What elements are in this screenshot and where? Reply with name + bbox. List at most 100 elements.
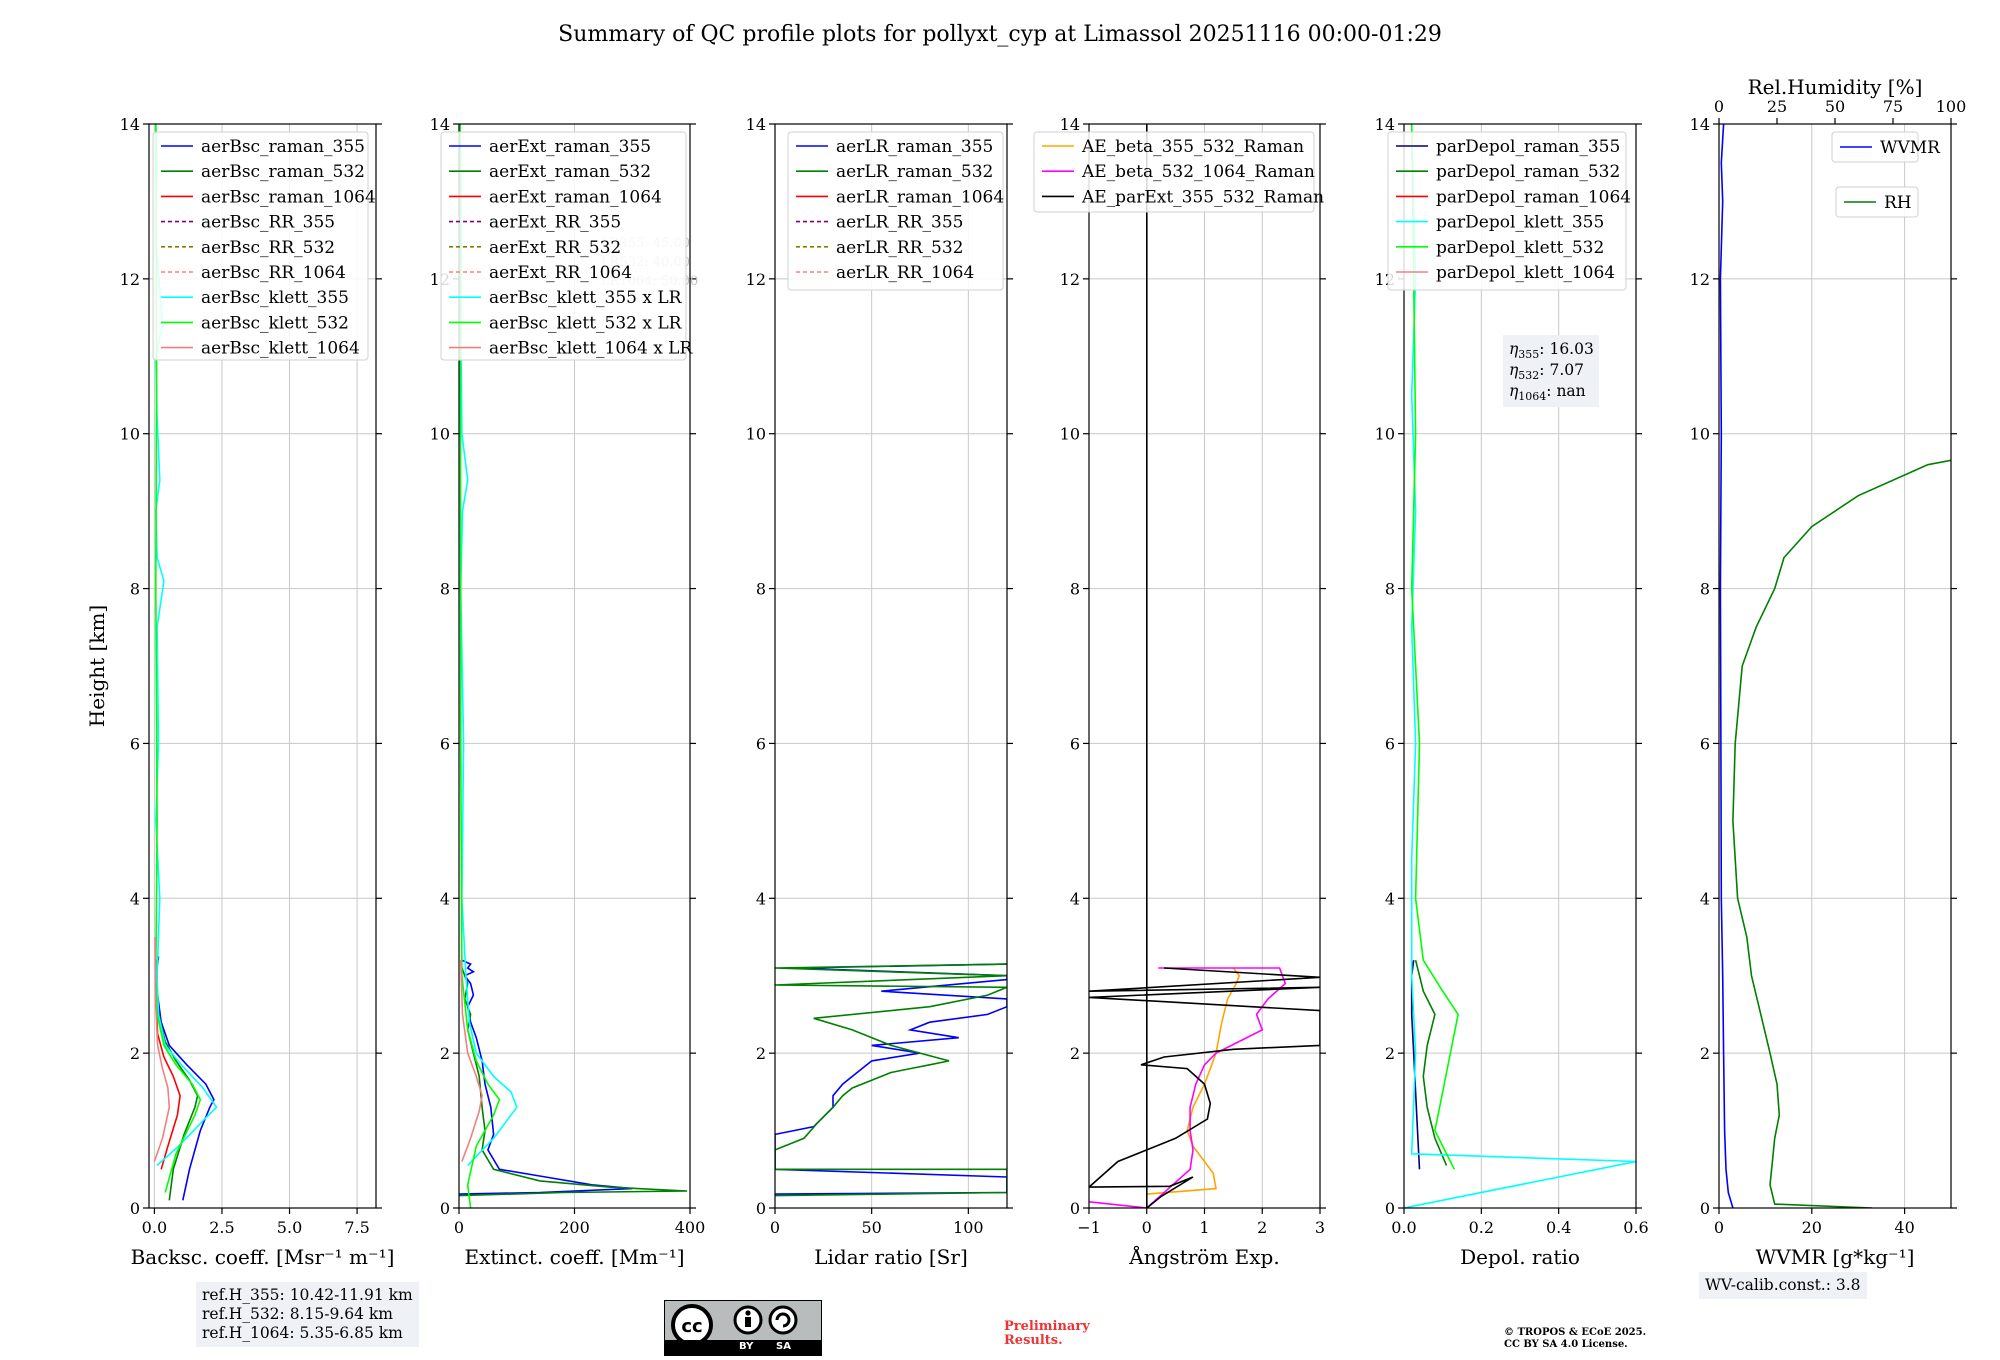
axes-frame	[1718, 123, 1952, 1209]
x-axis-label: Ångström Exp.	[1128, 1244, 1279, 1269]
legend-label: RH	[1884, 193, 1912, 213]
y-tick-label: 2	[756, 1044, 766, 1063]
y-tick-label: 14	[746, 115, 766, 134]
y-tick-label: 2	[1070, 1044, 1080, 1063]
y-tick-label: 14	[1375, 115, 1395, 134]
y-tick-label: 4	[1385, 889, 1395, 908]
y-tick-label: 4	[1700, 889, 1710, 908]
y-tick-label: 10	[1690, 425, 1710, 444]
legend-box	[1835, 186, 1919, 218]
y-tick-label: 4	[1070, 889, 1080, 908]
series-line-AE_beta_532_1064_Raman	[1089, 967, 1287, 1208]
y-tick-label: 0	[440, 1199, 450, 1218]
series-group	[1089, 124, 1320, 1208]
y-axis-label: Height [km]	[85, 605, 109, 727]
series-group	[775, 963, 1007, 1197]
legend-label: aerBsc_klett_1064	[201, 339, 360, 359]
legend-label: aerBsc_raman_532	[201, 162, 365, 182]
cc-badge-bar: BY SA	[665, 1340, 821, 1355]
series-group	[1404, 124, 1636, 1208]
x-tick-label: 200	[559, 1218, 590, 1237]
y-tick-label: 2	[1385, 1044, 1395, 1063]
legend-box	[440, 131, 687, 361]
x-tick-label: 7.5	[344, 1218, 369, 1237]
x-axis-label: WVMR [g*kg⁻¹]	[1756, 1245, 1915, 1269]
y-tick-label: 6	[756, 734, 766, 753]
y-tick-label: 4	[440, 889, 450, 908]
series-line-parDepol_klett_355	[1404, 124, 1636, 1208]
legend-label: aerLR_RR_532	[836, 238, 963, 258]
y-tick-label: 14	[120, 115, 140, 134]
y-tick-label: 6	[1385, 734, 1395, 753]
eta-box-bg	[1503, 335, 1599, 407]
y-tick-label: 12	[1690, 270, 1710, 289]
preliminary-line1: Preliminary	[1004, 1319, 1090, 1334]
figure-title: Summary of QC profile plots for pollyxt_…	[558, 22, 1442, 47]
panel-3: 0 2 4 6 8 10 12 14 0 50 100 Lidar ratio [Sr] aerLR_r…	[746, 115, 1013, 1269]
series-line-aerBsc_klett_1064 x LR	[459, 960, 483, 1162]
y-tick-label: 14	[1060, 115, 1080, 134]
series-line-aerExt_raman_532	[459, 967, 688, 1197]
top-axis-label: Rel.Humidity [%]	[1748, 75, 1923, 99]
series-line-aerBsc_klett_1064	[153, 936, 171, 1162]
legend-label: aerBsc_RR_355	[201, 213, 335, 233]
x-tick-label: 0	[1714, 1218, 1724, 1237]
legend: parDepol_raman_355 parDepol_raman_532 parD…	[1387, 131, 1631, 291]
legend-label: aerExt_RR_1064	[489, 263, 632, 283]
x-axis-label: Lidar ratio [Sr]	[814, 1245, 968, 1269]
y-tick-label: 10	[1375, 425, 1395, 444]
eta-line: η355: 16.03	[1509, 340, 1594, 361]
y-tick-label: 12	[120, 270, 140, 289]
legend-label: aerLR_raman_1064	[836, 187, 1004, 207]
x-tick-label: 100	[953, 1218, 984, 1237]
y-tick-label: 8	[1070, 580, 1080, 599]
wv-calib-box: WV-calib.const.: 3.8	[1699, 1272, 1867, 1299]
y-tick-label: 12	[746, 270, 766, 289]
x-tick-label: 0.0	[1391, 1218, 1416, 1237]
y-tick-label: 0	[1700, 1199, 1710, 1218]
axes-frame	[148, 123, 377, 1209]
x-tick-label: 0.2	[1469, 1218, 1494, 1237]
legend-label: aerLR_RR_355	[836, 213, 963, 233]
x-tick-label: −1	[1077, 1218, 1101, 1237]
cc-logo-icon: cc	[671, 1304, 798, 1341]
x-tick-label: 0	[1142, 1218, 1152, 1237]
x-tick-label: 5.0	[277, 1218, 302, 1237]
legend-label: aerLR_raman_532	[836, 162, 993, 182]
legend-box	[1033, 131, 1315, 213]
y-tick-label: 10	[430, 425, 450, 444]
series-line-aerLR_raman_532	[775, 963, 1007, 1197]
legend-label: aerExt_raman_355	[489, 137, 651, 157]
copyright-line1: © TROPOS & ECoE 2025.	[1504, 1327, 1647, 1338]
cc-sa-label: SA	[776, 1341, 791, 1352]
y-tick-label: 4	[756, 889, 766, 908]
legend-label: AE_beta_355_532_Raman	[1081, 137, 1304, 157]
y-tick-label: 2	[1700, 1044, 1710, 1063]
y-tick-label: 8	[1700, 580, 1710, 599]
y-tick-label: 8	[130, 580, 140, 599]
series-line-aerBsc_klett_532 x LR	[459, 124, 501, 1208]
x-tick-label: 2.5	[209, 1218, 234, 1237]
axes-frame	[774, 123, 1008, 1209]
legend-label: AE_parExt_355_532_Raman	[1081, 187, 1324, 207]
legend: WVMR RH	[1831, 131, 1941, 218]
legend-box	[152, 131, 369, 361]
cc-license-badge: cc BY SA	[664, 1300, 822, 1356]
legend-label: aerBsc_raman_1064	[201, 187, 376, 207]
y-tick-label: 2	[440, 1044, 450, 1063]
series-line-RH	[1732, 459, 1951, 1208]
legend-label: aerExt_RR_355	[489, 213, 621, 233]
legend-label: parDepol_raman_355	[1436, 137, 1620, 157]
x-tick-label: 1	[1199, 1218, 1209, 1237]
y-tick-label: 6	[130, 734, 140, 753]
y-tick-label: 0	[130, 1199, 140, 1218]
x-tick-label: 50	[861, 1218, 881, 1237]
ref-height-532: ref.H_532: 8.15-9.64 km	[202, 1305, 393, 1323]
legend-label: aerExt_raman_532	[489, 162, 651, 182]
legend-label: aerExt_RR_532	[489, 238, 621, 258]
y-tick-label: 4	[130, 889, 140, 908]
axes-frame	[1403, 123, 1637, 1209]
series-group	[1719, 124, 1951, 1208]
